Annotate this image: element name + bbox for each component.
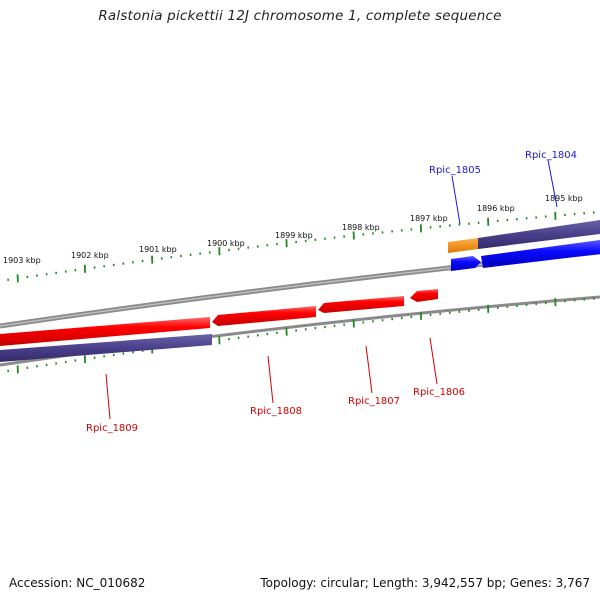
tick-label-1900: 1900 kbp: [207, 239, 245, 248]
gene-label-rpic-1808[interactable]: Rpic_1808: [250, 406, 302, 417]
leader-rpic-1808: [267, 355, 274, 404]
gene-label-rpic-1809[interactable]: Rpic_1809: [86, 423, 138, 434]
genome-summary-text: Topology: circular; Length: 3,942,557 bp…: [260, 576, 590, 590]
cds-rpic-1806[interactable]: [410, 289, 438, 302]
cds-rpic-1809[interactable]: [0, 317, 210, 346]
cds-rpic-1808[interactable]: [212, 306, 316, 326]
leader-rpic-1806: [429, 337, 438, 385]
accession-text: Accession: NC_010682: [9, 576, 146, 590]
leader-rpic-1807: [365, 345, 373, 394]
map-title: Ralstonia pickettii 12J chromosome 1, co…: [98, 8, 502, 24]
leader-rpic-1809: [105, 373, 111, 420]
gene-label-rpic-1807[interactable]: Rpic_1807: [348, 396, 400, 407]
gene-bar-rpic-1804[interactable]: [478, 220, 600, 249]
tick-label-1902: 1902 kbp: [71, 251, 109, 260]
gene-bar-rpic-1805[interactable]: [448, 238, 478, 253]
leader-rpic-1805: [451, 175, 461, 225]
cds-rpic-1807[interactable]: [318, 296, 404, 313]
tick-label-1903: 1903 kbp: [3, 256, 41, 265]
leader-rpic-1804: [547, 159, 558, 208]
gene-label-rpic-1804[interactable]: Rpic_1804: [525, 150, 577, 161]
gene-label-rpic-1806[interactable]: Rpic_1806: [413, 387, 465, 398]
tick-label-1897: 1897 kbp: [410, 214, 448, 223]
cds-rpic-1804[interactable]: [481, 240, 600, 268]
tick-label-1896: 1896 kbp: [477, 204, 515, 213]
gene-bar-rpic-1809[interactable]: [0, 334, 212, 362]
gene-label-rpic-1805[interactable]: Rpic_1805: [429, 165, 481, 176]
cds-rpic-1805[interactable]: [451, 256, 481, 271]
tick-label-1898: 1898 kbp: [342, 223, 380, 232]
tick-label-1899: 1899 kbp: [275, 231, 313, 240]
top-tick-row: [7, 211, 595, 283]
tick-label-1901: 1901 kbp: [139, 245, 177, 254]
tick-label-1895: 1895 kbp: [545, 194, 583, 203]
